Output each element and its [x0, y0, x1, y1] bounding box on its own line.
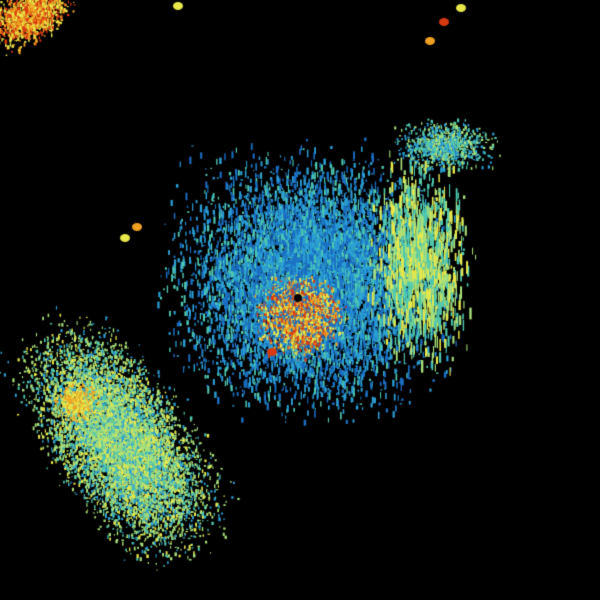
radar-reflectivity-image	[0, 0, 600, 600]
